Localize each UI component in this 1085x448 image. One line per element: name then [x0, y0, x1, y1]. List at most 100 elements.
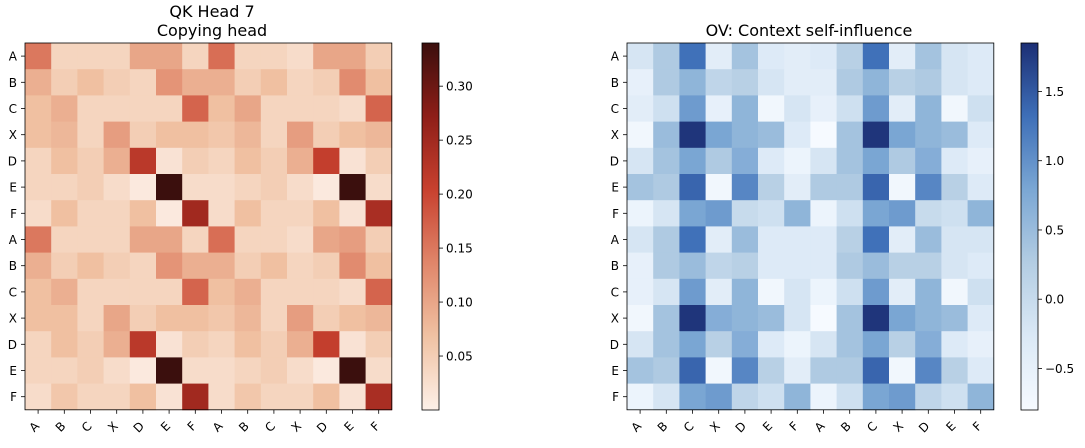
heatmap-cell — [77, 43, 104, 70]
heatmap-cell — [208, 95, 235, 122]
heatmap-cell — [862, 200, 890, 227]
heatmap-cell — [889, 252, 916, 280]
heatmap-cell — [103, 95, 131, 122]
heatmap-cell — [784, 305, 811, 332]
heatmap-cell — [365, 43, 393, 70]
heatmap-cell — [889, 226, 916, 253]
heatmap-cell — [365, 252, 393, 280]
heatmap-cell — [182, 121, 209, 149]
heatmap-cell — [156, 357, 183, 384]
heatmap-cell — [627, 174, 654, 201]
heatmap-cell — [129, 226, 157, 253]
heatmap-cell — [51, 278, 78, 306]
heatmap-cell — [77, 69, 104, 96]
heatmap-cell — [627, 278, 654, 306]
x-tick-label: E — [341, 419, 356, 434]
heatmap-cell — [889, 95, 916, 122]
heatmap-cell — [25, 121, 52, 149]
heatmap-cell — [260, 252, 288, 280]
heatmap-cell — [653, 95, 680, 122]
heatmap-cell — [339, 226, 366, 253]
heatmap-cell — [889, 357, 916, 384]
heatmap-cell — [731, 357, 759, 384]
heatmap-cell — [941, 121, 968, 149]
heatmap-cell — [339, 121, 366, 149]
heatmap-cell — [51, 357, 78, 384]
y-tick-label: X — [9, 312, 17, 326]
x-tick-label: X — [707, 419, 723, 435]
heatmap-cell — [313, 331, 340, 358]
heatmap-cell — [784, 278, 811, 306]
x-tick-label: F — [185, 419, 200, 434]
y-tick-label: C — [9, 285, 17, 299]
heatmap-cell — [208, 278, 235, 306]
heatmap-cell — [365, 226, 393, 253]
colorbar-tick-label: −0.5 — [1045, 362, 1074, 376]
heatmap-cell — [182, 226, 209, 253]
heatmap-cell — [679, 147, 706, 175]
heatmap-cell — [156, 331, 183, 358]
heatmap-cell — [915, 226, 942, 253]
heatmap-cell — [784, 174, 811, 201]
heatmap-cell — [313, 357, 340, 384]
heatmap-cell — [182, 200, 209, 227]
heatmap-cell — [836, 200, 864, 227]
heatmap-cell — [25, 200, 52, 227]
heatmap-cell — [705, 357, 733, 384]
heatmap-cell — [77, 383, 104, 411]
heatmap-cell — [705, 252, 733, 280]
x-tick-label: X — [288, 419, 304, 435]
heatmap-cell — [103, 278, 131, 306]
heatmap-cell — [260, 383, 288, 411]
heatmap-cell — [758, 69, 785, 96]
heatmap-cell — [758, 357, 785, 384]
heatmap-cell — [679, 121, 706, 149]
heatmap-cell — [287, 43, 314, 70]
heatmap-cell — [627, 69, 654, 96]
heatmap-cell — [77, 226, 104, 253]
heatmap-cell — [836, 95, 864, 122]
x-tick-label: A — [210, 418, 226, 434]
y-tick-label: D — [8, 154, 17, 168]
heatmap-cell — [967, 357, 995, 384]
heatmap-cell — [182, 147, 209, 175]
heatmap-cell — [287, 357, 314, 384]
heatmap-cell — [862, 43, 890, 70]
heatmap-cell — [287, 226, 314, 253]
heatmap-cell — [25, 305, 52, 332]
heatmap-cell — [810, 121, 837, 149]
heatmap-cell — [915, 331, 942, 358]
heatmap-cell — [889, 174, 916, 201]
heatmap-cell — [705, 69, 733, 96]
heatmap-cell — [103, 331, 131, 358]
heatmap-cell — [182, 278, 209, 306]
colorbar-gradient — [1020, 42, 1039, 411]
heatmap-cell — [234, 278, 262, 306]
heatmap-cell — [862, 305, 890, 332]
heatmap-cell — [627, 95, 654, 122]
heatmap-cell — [51, 383, 78, 411]
heatmap-cell — [287, 305, 314, 332]
heatmap-cell — [287, 252, 314, 280]
heatmap-cell — [653, 252, 680, 280]
heatmap-cell — [339, 252, 366, 280]
heatmap-cell — [129, 121, 157, 149]
heatmap-cell — [627, 252, 654, 280]
heatmap-cell — [889, 147, 916, 175]
heatmap-cell — [889, 383, 916, 411]
y-tick-label: D — [8, 338, 17, 352]
heatmap-cell — [182, 252, 209, 280]
heatmap-cell — [731, 305, 759, 332]
heatmap-cell — [77, 331, 104, 358]
heatmap-cell — [679, 252, 706, 280]
heatmap-cell — [758, 305, 785, 332]
heatmap-cell — [731, 383, 759, 411]
heatmap-cell — [836, 305, 864, 332]
heatmap-cell — [915, 121, 942, 149]
colorbar-tick-label: 0.25 — [446, 134, 473, 148]
heatmap-cell — [260, 357, 288, 384]
heatmap-cell — [103, 226, 131, 253]
x-tick-label: B — [236, 419, 252, 435]
heatmap-cell — [889, 200, 916, 227]
heatmap-cell — [103, 252, 131, 280]
